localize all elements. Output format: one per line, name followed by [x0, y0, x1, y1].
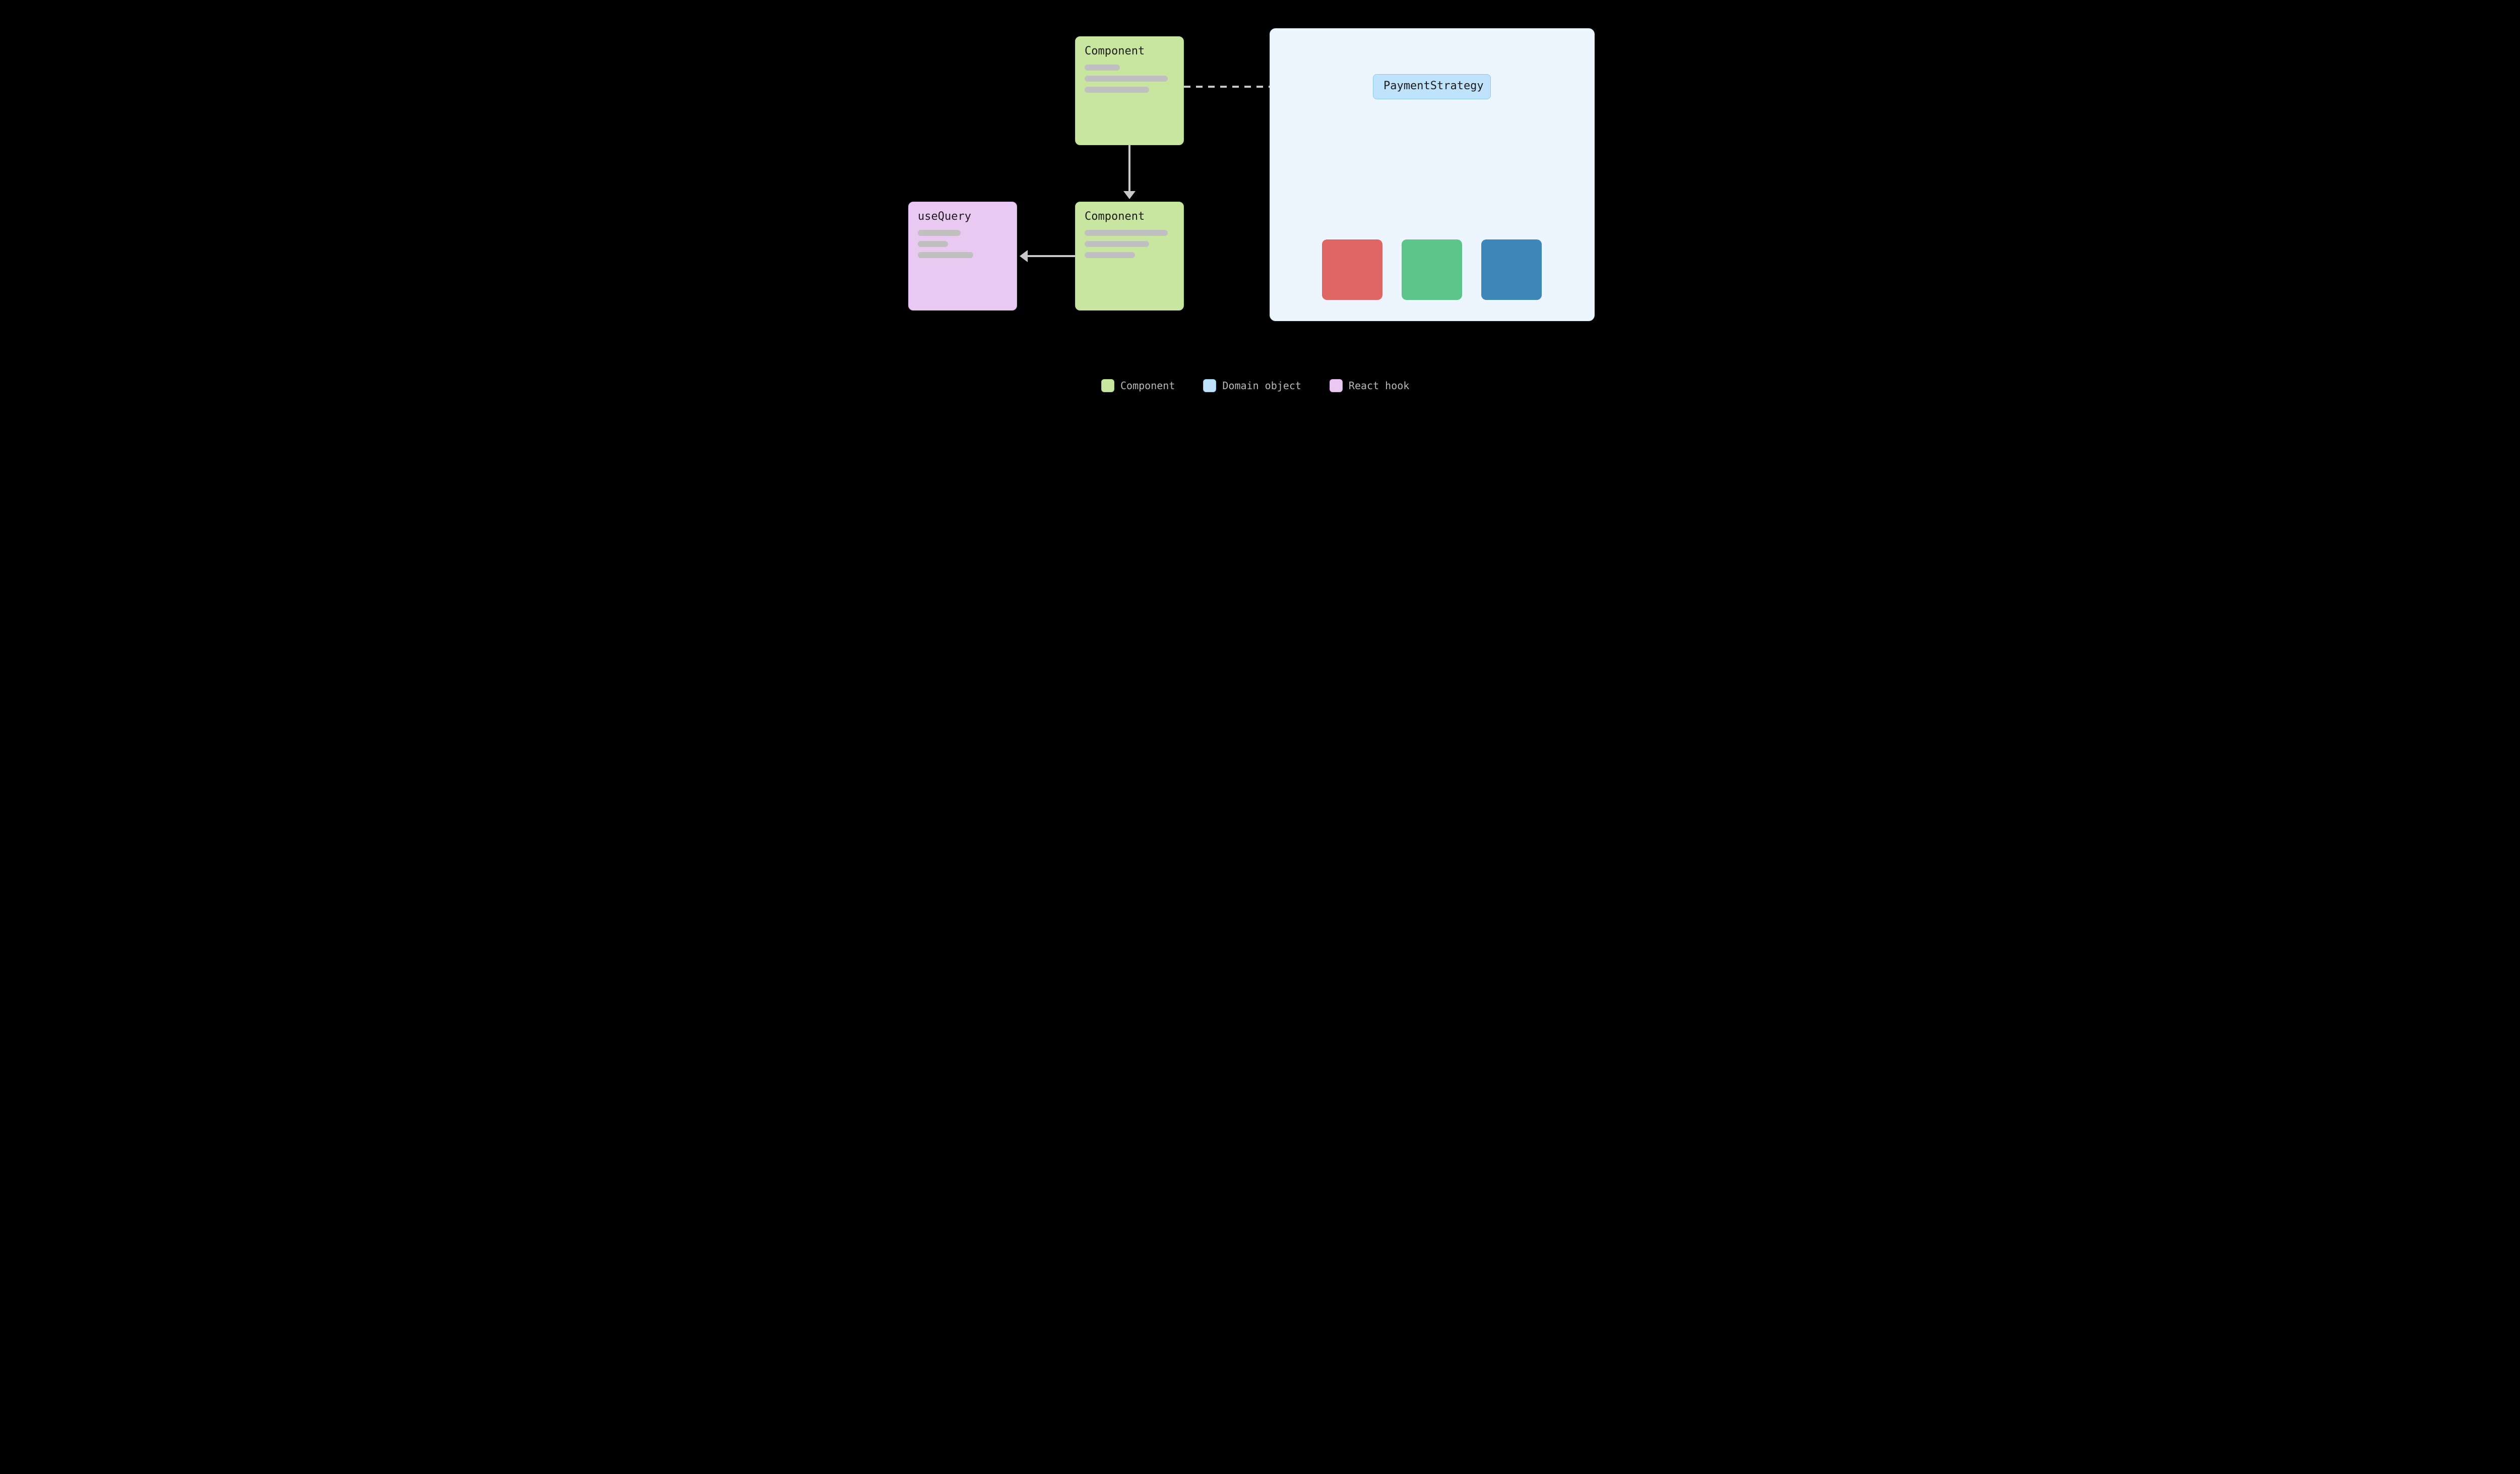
placeholder-line: [918, 241, 948, 247]
legend-label: Domain object: [1222, 380, 1301, 392]
legend-swatch: [1330, 379, 1343, 392]
node-paymentstrategy: PaymentStrategy: [1373, 74, 1491, 99]
node-component2-label: Component: [1085, 210, 1174, 223]
legend-swatch: [1101, 379, 1114, 392]
placeholder-line: [1085, 252, 1135, 258]
edge-c2-to-uq: [1020, 250, 1075, 262]
placeholder-line: [1085, 65, 1120, 71]
legend-item: Component: [1101, 379, 1175, 392]
placeholder-line: [1085, 230, 1168, 236]
placeholder-line: [1085, 241, 1149, 247]
node-paymentstrategy-label: PaymentStrategy: [1383, 80, 1480, 92]
placeholder-line: [1085, 87, 1149, 93]
placeholder-line: [1085, 76, 1168, 82]
diagram-stage: Component Component useQuery PaymentStrateg…: [867, 0, 1653, 416]
node-component1-label: Component: [1085, 45, 1174, 57]
node-impl_red: [1322, 239, 1382, 300]
node-component2: Component: [1075, 202, 1184, 311]
legend-label: Component: [1120, 380, 1175, 392]
legend-item: Domain object: [1203, 379, 1301, 392]
legend: Component Domain object React hook: [1101, 379, 1409, 392]
placeholder-line: [918, 230, 961, 236]
node-impl_blue: [1481, 239, 1542, 300]
edge-c1-to-c2: [1123, 145, 1136, 199]
node-usequery: useQuery: [908, 202, 1017, 311]
node-usequery-label: useQuery: [918, 210, 1007, 223]
node-impl_green: [1402, 239, 1462, 300]
legend-label: React hook: [1349, 380, 1409, 392]
legend-swatch: [1203, 379, 1216, 392]
placeholder-line: [918, 252, 973, 258]
legend-item: React hook: [1330, 379, 1409, 392]
node-component1: Component: [1075, 36, 1184, 145]
